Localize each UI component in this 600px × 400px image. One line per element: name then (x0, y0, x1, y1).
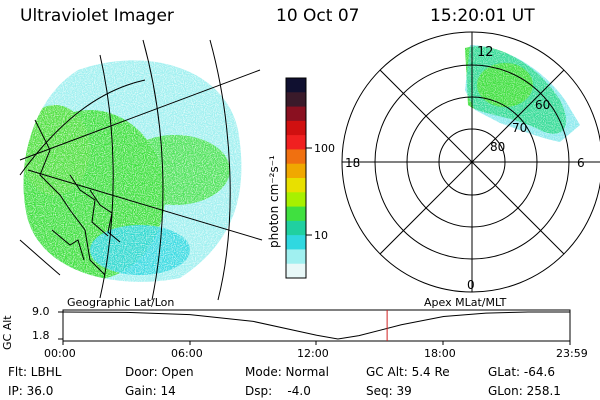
instrument-title: Ultraviolet Imager (20, 6, 174, 26)
info-door: Door: Open (125, 365, 194, 379)
info-glat: GLat: -64.6 (488, 365, 555, 379)
info-dsp: Dsp: -4.0 (245, 384, 311, 398)
apex-label: Apex MLat/MLT (424, 296, 507, 309)
info-gain: Gain: 14 (125, 384, 176, 398)
colorbar-cell (286, 163, 306, 179)
x-tick-1200: 12:00 (297, 347, 329, 360)
colorbar-tick-100: 100 (314, 142, 335, 155)
colorbar-cell (286, 78, 306, 93)
geographic-label: Geographic Lat/Lon (67, 296, 175, 309)
colorbar-cell (286, 149, 306, 165)
altitude-curve (62, 311, 570, 340)
y-tick-9: 9.0 (32, 305, 50, 318)
colorbar (285, 77, 312, 279)
info-seq: Seq: 39 (366, 384, 412, 398)
lat-label-80: 80 (490, 140, 506, 154)
colorbar-tick-10: 10 (314, 229, 328, 242)
colorbar-cell (286, 235, 306, 250)
x-tick-2359: 23:59 (556, 347, 588, 360)
date-label: 10 Oct 07 (276, 6, 360, 26)
gc-alt-axis-label: GC Alt (1, 315, 14, 350)
colorbar-cell (286, 178, 306, 193)
colorbar-cell (286, 249, 306, 265)
info-ip: IP: 36.0 (8, 384, 54, 398)
timeline-plot (58, 309, 571, 345)
time-label: 15:20:01 UT (430, 6, 535, 26)
x-tick-0000: 00:00 (44, 347, 76, 360)
colorbar-cell (286, 192, 306, 208)
colorbar-cell (286, 135, 306, 150)
colorbar-cell (286, 263, 306, 279)
colorbar-cell (286, 92, 306, 108)
lat-label-70: 70 (512, 121, 528, 135)
info-mode: Mode: Normal (245, 365, 329, 379)
colorbar-cell (286, 120, 306, 136)
x-tick-1800: 18:00 (424, 347, 456, 360)
colorbar-cell (286, 206, 306, 222)
mlt-label-18: 18 (345, 156, 361, 170)
mlt-label-6: 6 (577, 156, 585, 170)
info-filter: Flt: LBHL (8, 365, 62, 379)
mlt-label-12: 12 (477, 45, 494, 60)
info-gc-alt: GC Alt: 5.4 Re (366, 365, 450, 379)
lat-label-60: 60 (535, 98, 551, 112)
info-glon: GLon: 258.1 (488, 384, 561, 398)
y-tick-1-8: 1.8 (32, 329, 50, 342)
colorbar-label: photon cm⁻²s⁻¹ (267, 155, 281, 248)
x-tick-0600: 06:00 (171, 347, 203, 360)
mlt-label-0: 0 (467, 278, 475, 292)
geographic-image (19, 39, 263, 301)
colorbar-cell (286, 220, 306, 236)
colorbar-cell (286, 106, 306, 122)
polar-plot (341, 31, 600, 293)
